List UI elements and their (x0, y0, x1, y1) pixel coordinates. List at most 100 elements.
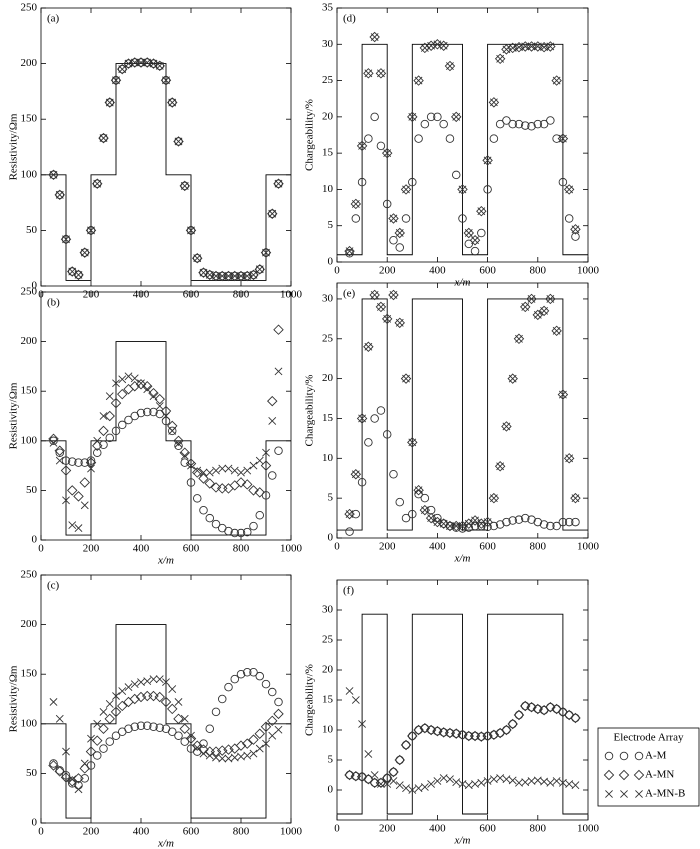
marker-cross (571, 494, 580, 503)
marker-diamond (603, 769, 615, 781)
marker-cross (187, 226, 195, 235)
marker-diamond (444, 727, 456, 739)
marker-diamond (73, 269, 84, 281)
marker-cross (243, 272, 252, 280)
marker-diamond (104, 97, 115, 108)
marker-diamond (570, 224, 581, 235)
marker-cross (552, 326, 561, 335)
marker-diamond (260, 247, 272, 258)
marker-circle (174, 137, 183, 146)
legend-label: A-MN-B (645, 788, 685, 800)
marker-circle (464, 239, 474, 249)
marker-cross (351, 200, 360, 208)
marker-cross (93, 719, 102, 728)
x-tick-label: 400 (429, 823, 446, 835)
marker-diamond (413, 724, 424, 736)
marker-diamond (407, 437, 418, 448)
marker-cross (439, 519, 448, 528)
marker-cross (99, 412, 108, 420)
marker-cross (496, 462, 505, 471)
marker-cross (93, 179, 102, 188)
marker-cross (193, 254, 202, 263)
marker-cross (174, 698, 183, 706)
marker-circle (546, 521, 555, 531)
marker-diamond (419, 722, 431, 734)
marker-cross (521, 42, 530, 51)
marker-circle (136, 408, 146, 418)
marker-diamond (557, 133, 569, 144)
marker-circle (564, 214, 574, 223)
marker-cross (471, 516, 479, 525)
marker-diamond (92, 735, 103, 746)
marker-cross (483, 518, 492, 526)
marker-cross (137, 678, 145, 687)
marker-diamond (173, 435, 184, 447)
marker-cross (180, 451, 189, 460)
marker-cross (155, 402, 164, 410)
marker-cross (274, 179, 283, 188)
marker-circle (571, 232, 580, 241)
marker-cross (364, 69, 373, 78)
marker-cross (93, 436, 102, 445)
marker-cross (395, 229, 404, 237)
y-tick-label: 250 (21, 2, 38, 14)
marker-circle (249, 270, 258, 280)
marker-circle (124, 415, 133, 425)
panel-label: (f) (343, 585, 354, 597)
marker-diamond (633, 769, 645, 781)
marker-circle (99, 744, 108, 753)
marker-cross (118, 687, 127, 695)
marker-cross (99, 134, 108, 143)
marker-circle (192, 253, 202, 263)
marker-diamond (375, 68, 387, 79)
marker-diamond (463, 227, 475, 239)
marker-circle (261, 248, 271, 257)
marker-circle (477, 521, 486, 531)
marker-diamond (123, 696, 134, 708)
marker-cross (433, 518, 442, 526)
marker-cross (502, 422, 511, 431)
marker-circle (130, 58, 139, 67)
marker-diamond (248, 485, 259, 496)
marker-circle (483, 731, 492, 741)
plot-frame (336, 282, 589, 539)
marker-circle (514, 515, 524, 524)
marker-cross (162, 76, 170, 85)
marker-cross (130, 58, 139, 67)
marker-diamond (526, 701, 537, 713)
marker-diamond (54, 766, 65, 777)
marker-circle (604, 751, 614, 761)
marker-cross (87, 464, 95, 473)
y-tick-label: 25 (322, 634, 334, 646)
marker-circle (533, 517, 543, 527)
marker-diamond (400, 739, 412, 751)
marker-cross (565, 185, 574, 194)
marker-diamond (48, 169, 59, 181)
marker-circle (186, 226, 196, 235)
marker-cross (358, 720, 367, 728)
y-tick-label: 250 (21, 286, 38, 298)
marker-diamond (618, 769, 630, 781)
marker-cross (540, 306, 548, 315)
marker-cross (515, 334, 523, 343)
marker-cross (268, 209, 277, 218)
marker-cross (62, 496, 70, 505)
marker-diamond (260, 721, 272, 733)
marker-cross (143, 385, 152, 394)
y-tick-label: 5 (328, 754, 334, 766)
y-tick-label: 0 (32, 817, 38, 829)
marker-diamond (185, 225, 197, 236)
marker-cross (540, 43, 548, 52)
marker-cross (483, 777, 492, 785)
marker-cross (408, 438, 417, 447)
x-tick-label: 600 (479, 823, 496, 835)
marker-circle (451, 729, 461, 738)
marker-cross (193, 743, 202, 752)
marker-cross (262, 248, 270, 257)
marker-circle (99, 133, 108, 143)
marker-cross (80, 501, 89, 510)
plot-frame (40, 291, 292, 541)
marker-diamond (73, 491, 84, 502)
marker-diamond (551, 75, 562, 86)
marker-diamond (356, 413, 368, 424)
